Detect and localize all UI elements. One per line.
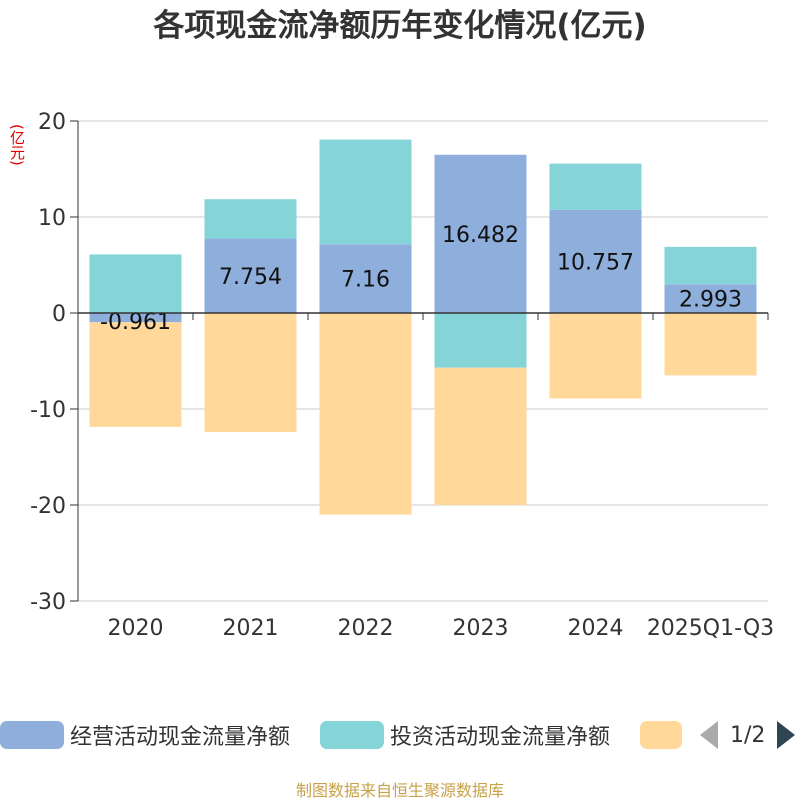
x-tick-label: 2023: [453, 616, 509, 641]
legend-next-page-icon[interactable]: [777, 721, 796, 749]
data-label-operating: 7.16: [341, 268, 390, 293]
x-tick-label: 2021: [223, 616, 279, 641]
y-axis-unit: (亿元): [8, 124, 26, 166]
bar-investing: [549, 163, 642, 210]
x-tick-label: 2024: [568, 616, 624, 641]
cashflow-bar-chart: 20 10 0 -10 -20 -30 2020 2021 2022 2023 2024 2025Q1…: [30, 110, 774, 641]
data-label-operating: -0.961: [100, 310, 171, 335]
y-tick-label: -10: [30, 398, 66, 423]
bar-operating: [664, 284, 757, 313]
bar-financing: [664, 313, 757, 376]
legend-swatch-investing: [320, 721, 384, 749]
bar-investing: [89, 254, 182, 313]
bar-operating: [549, 209, 642, 313]
y-tick-label: 0: [52, 302, 66, 327]
data-label-operating: 10.757: [557, 250, 634, 275]
data-label-operating: 7.754: [219, 265, 282, 290]
bar-investing: [204, 199, 297, 239]
bar-financing: [319, 313, 412, 515]
bar-financing: [204, 313, 297, 433]
legend-label-operating: 经营活动现金流量净额: [70, 725, 291, 750]
legend-prev-page-icon[interactable]: [700, 721, 718, 749]
data-label-operating: 16.482: [442, 223, 519, 248]
bar-financing: [434, 367, 527, 505]
legend-pager: 1/2: [700, 720, 796, 750]
y-tick-label: -30: [30, 590, 66, 615]
legend-swatch-financing: [640, 721, 682, 749]
bar-investing: [664, 246, 757, 285]
legend-item-operating[interactable]: 经营活动现金流量净额: [0, 720, 290, 750]
bar-operating: [434, 154, 527, 313]
bar-financing: [549, 313, 642, 399]
bar-operating: [89, 313, 182, 323]
y-tick-label: 10: [38, 206, 66, 231]
chart-title: 各项现金流净额历年变化情况(亿元): [153, 8, 647, 44]
y-tick-label: -20: [30, 494, 66, 519]
legend-page-indicator: 1/2: [730, 722, 766, 748]
bar-investing: [434, 313, 527, 368]
legend-swatch-operating: [0, 721, 64, 749]
x-tick-label: 2020: [108, 616, 164, 641]
y-tick-label: 20: [38, 110, 66, 135]
bar-operating: [204, 238, 297, 313]
x-tick-label: 2025Q1-Q3: [647, 616, 774, 641]
legend-label-investing: 投资活动现金流量净额: [390, 725, 611, 750]
legend: 经营活动现金流量净额 投资活动现金流量净额 1/2: [0, 712, 800, 758]
bar-operating: [319, 244, 412, 313]
bar-financing: [89, 322, 182, 427]
legend-item-financing[interactable]: [640, 720, 682, 750]
legend-item-investing[interactable]: 投资活动现金流量净额: [320, 720, 610, 750]
data-label-operating: 2.993: [679, 288, 742, 313]
x-tick-label: 2022: [338, 616, 394, 641]
bar-investing: [319, 139, 412, 245]
data-source-footer: 制图数据来自恒生聚源数据库: [295, 781, 504, 800]
